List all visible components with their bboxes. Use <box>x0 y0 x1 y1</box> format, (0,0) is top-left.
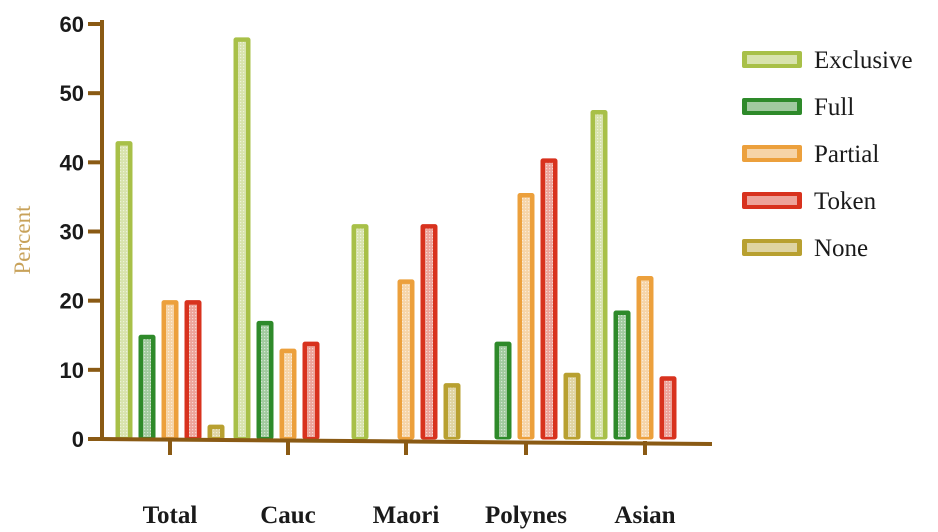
bar-partial-total <box>161 300 179 440</box>
bar-token-total <box>184 300 202 440</box>
legend-label: Token <box>814 188 877 215</box>
y-tick-label: 0 <box>72 427 84 452</box>
y-tick-label: 50 <box>60 81 84 106</box>
legend: Exclusive Full Partial Token None <box>742 47 913 262</box>
bar-exclusive-total <box>115 141 133 440</box>
legend-label: Exclusive <box>814 47 913 74</box>
legend-item-exclusive: Exclusive <box>742 47 913 74</box>
bar-full-asian <box>613 310 631 440</box>
x-category-label: Cauc <box>260 502 316 529</box>
legend-item-none: None <box>742 235 868 262</box>
legend-label: Partial <box>814 141 879 168</box>
y-tick-label: 40 <box>60 150 84 175</box>
bar-token-polynes <box>540 158 558 440</box>
y-tick-label: 30 <box>60 220 84 245</box>
bar-full-cauc <box>256 320 274 440</box>
x-category-label: Asian <box>614 502 675 529</box>
bar-full-total <box>138 334 156 440</box>
x-category-label: Maori <box>373 502 440 529</box>
bar-none-total <box>207 424 225 440</box>
legend-item-full: Full <box>742 94 854 121</box>
legend-label: None <box>814 235 868 262</box>
y-tick-label: 10 <box>60 358 84 383</box>
bar-partial-polynes <box>517 192 535 440</box>
bar-token-cauc <box>302 341 320 440</box>
bar-none-polynes <box>563 372 581 440</box>
y-axis-label: Percent <box>10 205 35 275</box>
bar-full-polynes <box>494 341 512 440</box>
y-tick-label: 60 <box>60 12 84 37</box>
x-category-label: Total <box>143 502 198 529</box>
legend-label: Full <box>814 94 854 121</box>
bar-exclusive-asian <box>590 109 608 440</box>
y-ticks-group: 0 10 20 30 40 50 60 <box>60 12 102 452</box>
bar-partial-cauc <box>279 348 297 440</box>
y-tick-label: 20 <box>60 289 84 314</box>
bar-token-asian <box>659 376 677 440</box>
bar-exclusive-cauc <box>233 37 251 440</box>
bar-exclusive-maori <box>351 224 369 440</box>
bar-partial-asian <box>636 275 654 440</box>
bars-group <box>115 37 677 440</box>
x-category-label: Polynes <box>485 502 567 529</box>
x-category-labels: Total Cauc Maori Polynes Asian <box>143 502 676 529</box>
legend-item-token: Token <box>742 188 877 215</box>
bar-token-maori <box>420 224 438 440</box>
bar-none-maori <box>443 383 461 440</box>
legend-item-partial: Partial <box>742 141 879 168</box>
bar-partial-maori <box>397 279 415 440</box>
